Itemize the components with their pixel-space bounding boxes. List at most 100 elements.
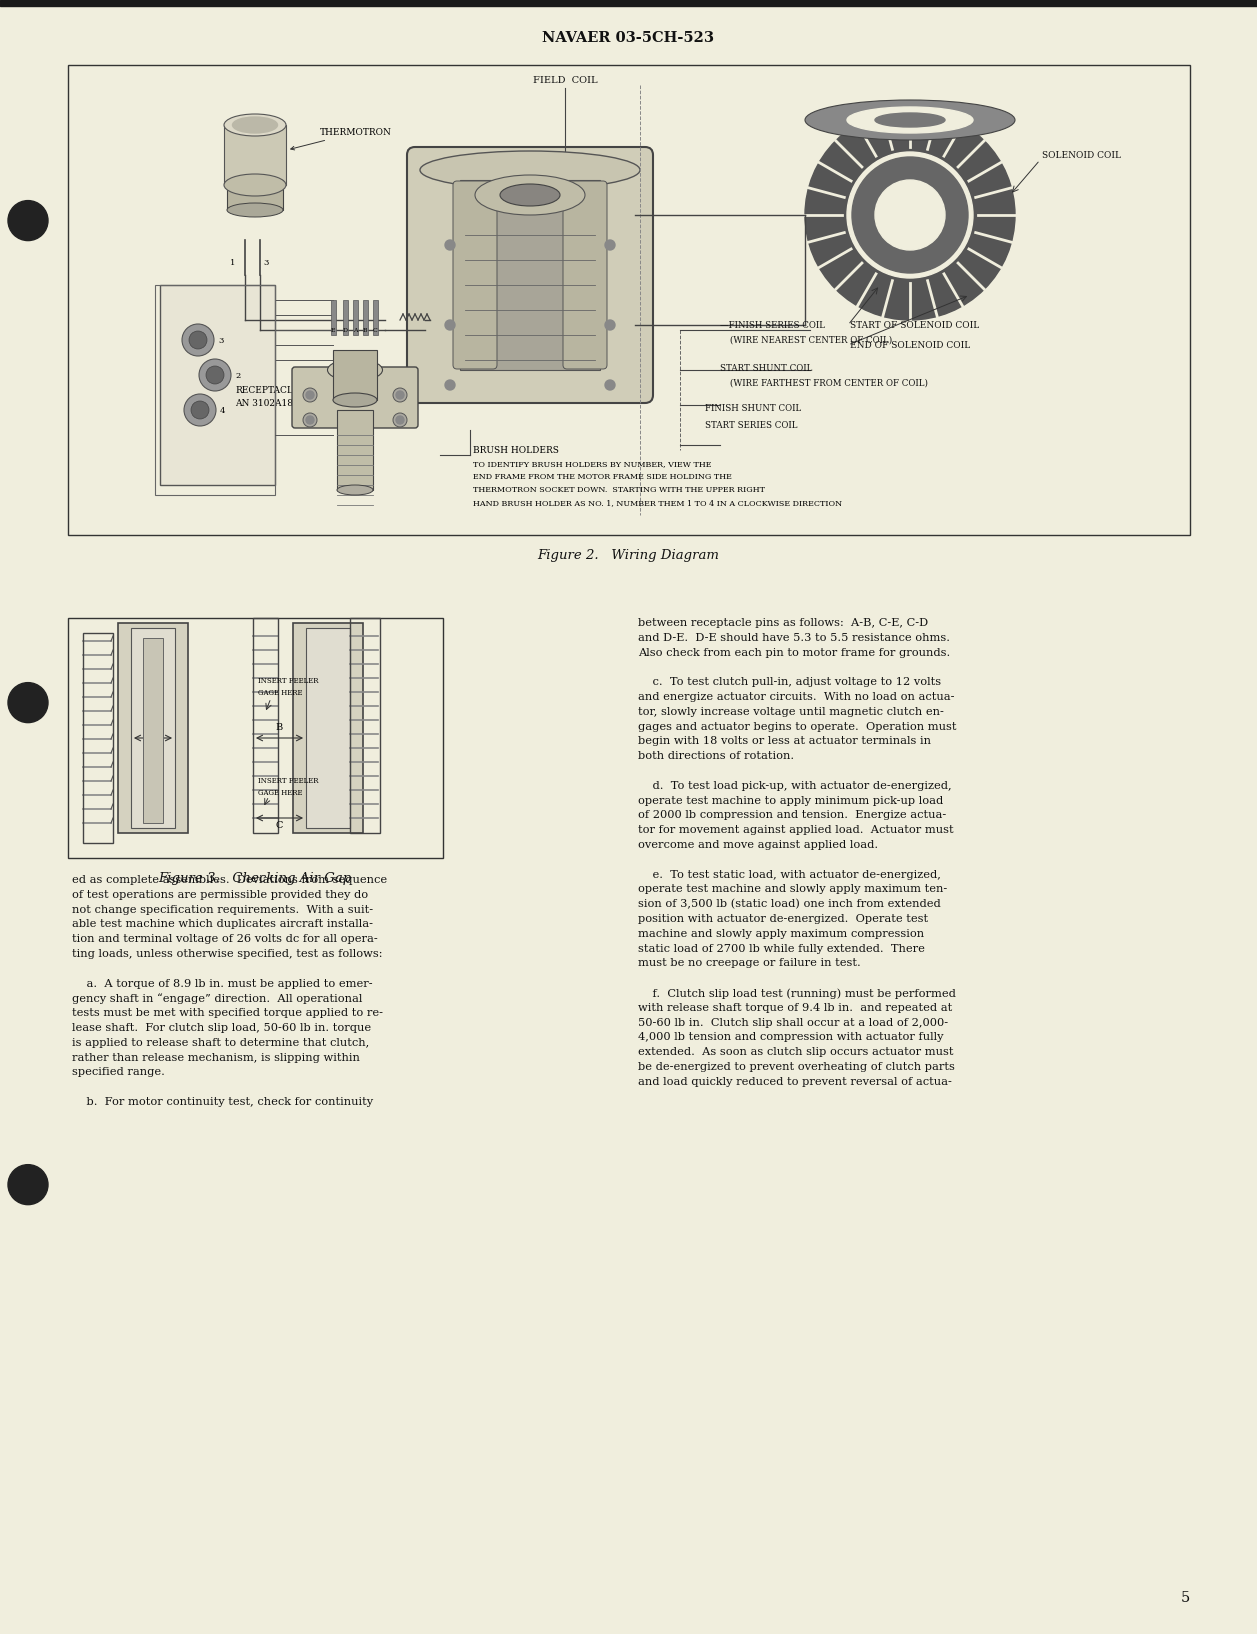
FancyBboxPatch shape [407, 147, 652, 404]
Circle shape [445, 381, 455, 391]
Text: 3: 3 [217, 337, 224, 345]
Text: B: B [363, 328, 367, 333]
Bar [225, 124, 233, 180]
Bar [224, 124, 287, 185]
Circle shape [804, 109, 1014, 320]
Text: gency shaft in “engage” direction.  All operational: gency shaft in “engage” direction. All o… [72, 993, 362, 1005]
Text: rather than release mechanism, is slipping within: rather than release mechanism, is slippi… [72, 1052, 360, 1062]
Text: with release shaft torque of 9.4 lb in.  and repeated at: with release shaft torque of 9.4 lb in. … [639, 1003, 953, 1013]
Text: A: A [353, 328, 357, 333]
Text: RECEPTACLE: RECEPTACLE [235, 386, 299, 394]
Text: overcome and move against applied load.: overcome and move against applied load. [639, 840, 879, 850]
Text: B: B [275, 722, 283, 732]
Bar [337, 410, 373, 490]
Bar [343, 301, 348, 335]
Bar [228, 180, 283, 211]
Bar [331, 301, 336, 335]
Text: 5: 5 [1180, 1592, 1189, 1605]
Bar [240, 124, 248, 180]
Circle shape [396, 417, 403, 423]
Ellipse shape [420, 150, 640, 190]
Bar [238, 124, 245, 180]
Ellipse shape [500, 185, 561, 206]
Text: not change specification requirements.  With a suit-: not change specification requirements. W… [72, 905, 373, 915]
Text: lease shaft.  For clutch slip load, 50-60 lb in. torque: lease shaft. For clutch slip load, 50-60… [72, 1023, 371, 1033]
Circle shape [393, 387, 407, 402]
Text: THERMOTRON: THERMOTRON [290, 127, 392, 150]
Circle shape [875, 180, 945, 250]
Text: extended.  As soon as clutch slip occurs actuator must: extended. As soon as clutch slip occurs … [639, 1047, 954, 1057]
Bar [243, 124, 251, 180]
Bar [234, 124, 243, 180]
Text: —FINISH SERIES COIL: —FINISH SERIES COIL [720, 320, 825, 330]
Circle shape [8, 1165, 48, 1204]
Circle shape [605, 381, 615, 391]
Bar [305, 627, 349, 828]
Circle shape [852, 157, 968, 273]
Text: GAGE HERE: GAGE HERE [258, 690, 303, 698]
Text: a.  A torque of 8.9 lb in. must be applied to emer-: a. A torque of 8.9 lb in. must be applie… [72, 979, 372, 989]
Text: of 2000 lb compression and tension.  Energize actua-: of 2000 lb compression and tension. Ener… [639, 810, 947, 820]
Text: e.  To test static load, with actuator de-energized,: e. To test static load, with actuator de… [639, 869, 941, 879]
Text: gages and actuator begins to operate.  Operation must: gages and actuator begins to operate. Op… [639, 722, 957, 732]
Text: 3: 3 [263, 260, 269, 266]
Text: b.  For motor continuity test, check for continuity: b. For motor continuity test, check for … [72, 1096, 373, 1106]
Text: and energize actuator circuits.  With no load on actua-: and energize actuator circuits. With no … [639, 693, 954, 703]
Circle shape [206, 366, 224, 384]
Text: GAGE HERE: GAGE HERE [258, 789, 303, 797]
Bar [131, 627, 175, 828]
Bar [68, 618, 442, 858]
Circle shape [184, 394, 216, 426]
Ellipse shape [333, 394, 377, 407]
Text: be de-energized to prevent overheating of clutch parts: be de-energized to prevent overheating o… [639, 1062, 955, 1072]
Circle shape [191, 400, 209, 418]
Circle shape [8, 683, 48, 722]
Text: tion and terminal voltage of 26 volts dc for all opera-: tion and terminal voltage of 26 volts dc… [72, 935, 378, 944]
Bar [460, 180, 600, 369]
Text: FINISH SHUNT COIL: FINISH SHUNT COIL [705, 404, 801, 412]
Text: specified range.: specified range. [72, 1067, 165, 1077]
Ellipse shape [233, 118, 278, 132]
Text: SOLENOID COIL: SOLENOID COIL [1042, 150, 1121, 160]
Bar [249, 124, 256, 180]
Text: START SHUNT COIL: START SHUNT COIL [720, 363, 812, 373]
Text: of test operations are permissible provided they do: of test operations are permissible provi… [72, 891, 368, 900]
Circle shape [847, 152, 973, 278]
Ellipse shape [228, 203, 283, 217]
FancyBboxPatch shape [453, 181, 497, 369]
Text: END OF SOLENOID COIL: END OF SOLENOID COIL [850, 340, 970, 350]
Circle shape [182, 324, 214, 356]
Text: c.  To test clutch pull-in, adjust voltage to 12 volts: c. To test clutch pull-in, adjust voltag… [639, 676, 941, 688]
Circle shape [305, 391, 314, 399]
Text: static load of 2700 lb while fully extended.  There: static load of 2700 lb while fully exten… [639, 943, 925, 954]
Text: must be no creepage or failure in test.: must be no creepage or failure in test. [639, 959, 861, 969]
Text: ed as complete assemblies.  Deviations from sequence: ed as complete assemblies. Deviations fr… [72, 874, 387, 886]
Circle shape [605, 240, 615, 250]
Text: HAND BRUSH HOLDER AS NO. 1, NUMBER THEM 1 TO 4 IN A CLOCKWISE DIRECTION: HAND BRUSH HOLDER AS NO. 1, NUMBER THEM … [473, 498, 842, 507]
Bar [293, 623, 363, 833]
Ellipse shape [875, 113, 945, 127]
Text: Also check from each pin to motor frame for grounds.: Also check from each pin to motor frame … [639, 647, 950, 657]
Text: 4: 4 [220, 407, 225, 415]
Text: NAVAER 03-5CH-523: NAVAER 03-5CH-523 [543, 31, 714, 46]
Text: f.  Clutch slip load test (running) must be performed: f. Clutch slip load test (running) must … [639, 989, 955, 998]
Circle shape [303, 413, 317, 426]
Bar [143, 637, 163, 824]
FancyBboxPatch shape [563, 181, 607, 369]
Ellipse shape [804, 100, 1014, 141]
Text: is applied to release shaft to determine that clutch,: is applied to release shaft to determine… [72, 1038, 370, 1047]
Text: 1: 1 [230, 260, 235, 266]
Text: START OF SOLENOID COIL: START OF SOLENOID COIL [850, 320, 979, 330]
Text: (WIRE NEAREST CENTER OF COIL): (WIRE NEAREST CENTER OF COIL) [730, 335, 892, 345]
Bar [258, 124, 266, 180]
Circle shape [305, 417, 314, 423]
Bar [363, 301, 368, 335]
FancyBboxPatch shape [292, 368, 419, 428]
Bar [253, 618, 278, 833]
Bar [333, 350, 377, 400]
Ellipse shape [328, 359, 382, 381]
Circle shape [393, 413, 407, 426]
Bar [160, 284, 275, 485]
Text: (WIRE FARTHEST FROM CENTER OF COIL): (WIRE FARTHEST FROM CENTER OF COIL) [730, 379, 928, 387]
Circle shape [8, 201, 48, 240]
